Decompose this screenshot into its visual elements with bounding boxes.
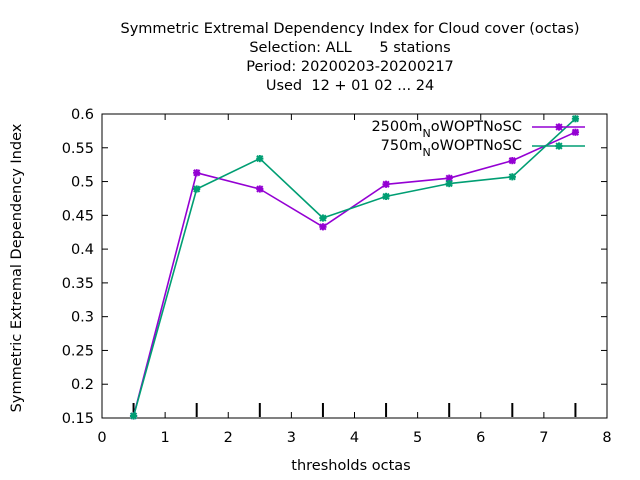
y-tick-label: 0.5	[71, 175, 94, 191]
y-tick-label: 0.6	[71, 107, 94, 123]
point-stroke-d2	[382, 192, 390, 201]
point-stroke-d2	[319, 223, 327, 231]
x-tick-label: 7	[539, 430, 548, 446]
point-stroke-d2	[193, 185, 201, 193]
point-stroke-d2	[256, 154, 264, 163]
data-point	[319, 223, 327, 231]
x-tick-label: 5	[413, 430, 422, 446]
data-point	[193, 185, 201, 193]
point-stroke-d2	[508, 173, 516, 181]
x-tick-label: 0	[97, 430, 106, 446]
title-line-3: Period: 20200203-20200217	[246, 59, 454, 75]
point-stroke-d2	[319, 214, 327, 222]
y-tick-label: 0.4	[71, 242, 94, 258]
point-stroke-d2	[508, 157, 516, 165]
x-tick-label: 2	[224, 430, 233, 446]
series-line	[132, 131, 576, 417]
x-tick-label: 1	[161, 430, 170, 446]
legend-label: 2500mNoWOPTNoSC	[371, 119, 522, 140]
data-point	[508, 173, 516, 181]
point-stroke-d2	[256, 185, 264, 193]
point-stroke-d2	[129, 412, 138, 420]
y-tick-label: 0.45	[62, 208, 94, 224]
data-point	[382, 192, 390, 201]
y-tick-label: 0.2	[71, 377, 94, 393]
y-tick-label: 0.55	[62, 141, 94, 157]
data-point	[382, 180, 390, 188]
data-point	[445, 179, 453, 188]
series-0	[129, 128, 580, 420]
y-tick-label: 0.15	[62, 411, 94, 427]
x-tick-label: 8	[602, 430, 611, 446]
data-point	[256, 154, 264, 163]
data-marks	[129, 115, 580, 420]
legend-label: 750mNoWOPTNoSC	[381, 138, 522, 159]
point-stroke-d2	[571, 128, 580, 136]
y-tick-label: 0.3	[71, 310, 94, 326]
title-line-4: Used 12 + 01 02 ... 24	[266, 78, 434, 94]
point-stroke-d2	[193, 169, 201, 177]
y-tick-label: 0.25	[62, 343, 94, 359]
data-point	[571, 115, 580, 123]
x-tick-label: 6	[476, 430, 485, 446]
axes: 0 1 2 3 4 5 6 7 8 0.15 0.2 0.25 0.3 0.35 0.4 0.45 0.5 0.5…	[62, 107, 612, 446]
data-point	[256, 185, 264, 193]
x-axis-label: thresholds octas	[291, 458, 410, 474]
title-line-2: Selection: ALL 5 stations	[249, 40, 450, 56]
point-stroke-d2	[445, 179, 453, 188]
y-axis-label: Symmetric Extremal Dependency Index	[9, 123, 25, 412]
data-point	[319, 214, 327, 222]
point-stroke-d2	[555, 123, 563, 131]
legend-marker	[555, 123, 563, 131]
data-point	[508, 157, 516, 165]
legend-marker	[555, 142, 563, 150]
y-tick-label: 0.35	[62, 276, 94, 292]
x-tick-label: 3	[287, 430, 296, 446]
series-1	[129, 115, 580, 420]
data-point	[571, 128, 580, 136]
data-point	[193, 169, 201, 177]
series-line	[132, 118, 576, 417]
point-stroke-d2	[571, 115, 580, 123]
title-line-1: Symmetric Extremal Dependency Index for …	[120, 21, 579, 37]
chart-title: Symmetric Extremal Dependency Index for …	[120, 21, 579, 94]
point-stroke-d2	[555, 142, 563, 150]
point-stroke-d2	[382, 180, 390, 188]
data-point	[129, 412, 138, 420]
point-stroke-d2	[445, 174, 453, 182]
x-tick-label: 4	[350, 430, 359, 446]
